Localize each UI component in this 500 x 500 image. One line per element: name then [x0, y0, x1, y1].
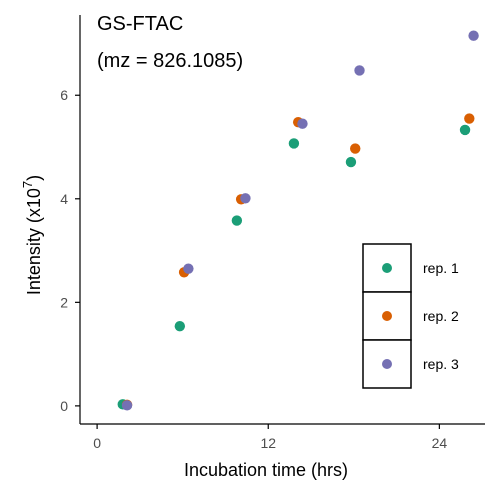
legend-label-rep-3: rep. 3 — [423, 356, 459, 372]
data-point-rep-2 — [464, 113, 475, 124]
legend-marker-rep-2 — [382, 311, 392, 321]
data-point-rep-3 — [468, 30, 479, 41]
annotation-line-2: (mz = 826.1085) — [97, 50, 243, 72]
x-tick-label: 0 — [93, 435, 101, 451]
data-point-rep-1 — [174, 320, 186, 332]
data-points — [117, 30, 479, 411]
data-point-rep-1 — [231, 215, 243, 226]
y-axis-ticks: 0 2 4 6 — [60, 87, 80, 414]
y-tick-label: 2 — [60, 294, 68, 310]
legend-marker-rep-1 — [382, 263, 392, 273]
y-axis-title-main: Intensity (x10 — [24, 188, 44, 295]
y-tick-label: 0 — [60, 398, 68, 414]
legend-label-rep-2: rep. 2 — [423, 308, 459, 324]
y-axis-title: Intensity (x107) — [20, 175, 44, 295]
data-point-rep-3 — [240, 193, 251, 204]
legend-label-rep-1: rep. 1 — [423, 260, 459, 276]
y-tick-label: 4 — [60, 191, 68, 207]
legend-marker-rep-3 — [382, 359, 392, 369]
data-point-rep-3 — [121, 400, 133, 411]
y-tick-label: 6 — [60, 87, 68, 103]
data-point-rep-3 — [297, 118, 308, 129]
x-axis-title: Incubation time (hrs) — [184, 460, 348, 480]
data-point-rep-1 — [459, 124, 471, 136]
data-point-rep-1 — [288, 138, 300, 149]
data-point-rep-1 — [345, 156, 357, 168]
legend: rep. 1 rep. 2 rep. 3 — [362, 243, 459, 389]
y-axis-title-exponent: 7 — [20, 181, 35, 188]
x-tick-label: 24 — [432, 435, 448, 451]
data-point-rep-3 — [183, 263, 194, 274]
data-point-rep-2 — [350, 143, 361, 154]
x-axis-ticks: 0 12 24 — [93, 424, 447, 451]
y-axis-title-close: ) — [24, 175, 44, 181]
data-point-rep-3 — [354, 65, 365, 76]
annotation-line-1: GS-FTAC — [97, 13, 183, 35]
x-tick-label: 12 — [260, 435, 276, 451]
